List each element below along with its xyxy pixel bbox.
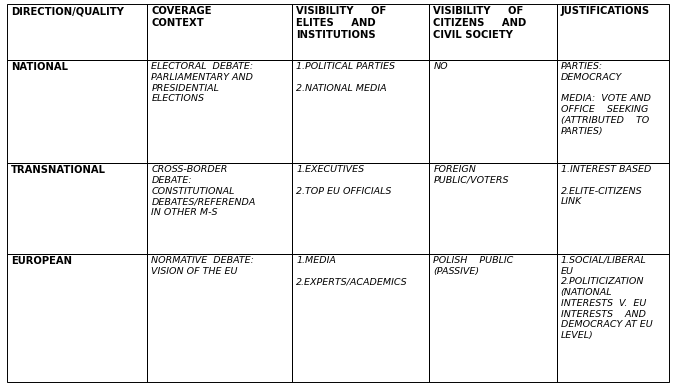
Text: POLISH    PUBLIC
(PASSIVE): POLISH PUBLIC (PASSIVE): [433, 256, 514, 276]
Text: ELECTORAL  DEBATE:
PARLIAMENTARY AND
PRESIDENTIAL
ELECTIONS: ELECTORAL DEBATE: PARLIAMENTARY AND PRES…: [151, 62, 254, 103]
Text: 1.POLITICAL PARTIES

2.NATIONAL MEDIA: 1.POLITICAL PARTIES 2.NATIONAL MEDIA: [296, 62, 395, 93]
Bar: [292, 254, 429, 382]
Text: CROSS-BORDER
DEBATE:
CONSTITUTIONAL
DEBATES/REFERENDA
IN OTHER M-S: CROSS-BORDER DEBATE: CONSTITUTIONAL DEBA…: [151, 165, 256, 217]
Bar: [556, 163, 669, 254]
Text: 1.MEDIA

2.EXPERTS/ACADEMICS: 1.MEDIA 2.EXPERTS/ACADEMICS: [296, 256, 408, 286]
Bar: [7, 60, 147, 163]
Bar: [292, 4, 429, 60]
Bar: [292, 163, 429, 254]
Text: 1.EXECUTIVES

2.TOP EU OFFICIALS: 1.EXECUTIVES 2.TOP EU OFFICIALS: [296, 165, 391, 196]
Text: COVERAGE
CONTEXT: COVERAGE CONTEXT: [151, 6, 212, 28]
Bar: [429, 4, 556, 60]
Text: PARTIES:
DEMOCRACY

MEDIA:  VOTE AND
OFFICE    SEEKING
(ATTRIBUTED    TO
PARTIES: PARTIES: DEMOCRACY MEDIA: VOTE AND OFFIC…: [560, 62, 651, 135]
Text: NORMATIVE  DEBATE:
VISION OF THE EU: NORMATIVE DEBATE: VISION OF THE EU: [151, 256, 254, 276]
Bar: [147, 254, 292, 382]
Text: TRANSNATIONAL: TRANSNATIONAL: [11, 165, 106, 175]
Bar: [429, 254, 556, 382]
Bar: [7, 254, 147, 382]
Bar: [556, 254, 669, 382]
Text: NATIONAL: NATIONAL: [11, 62, 68, 72]
Bar: [556, 4, 669, 60]
Bar: [147, 60, 292, 163]
Text: VISIBILITY     OF
ELITES     AND
INSTITUTIONS: VISIBILITY OF ELITES AND INSTITUTIONS: [296, 6, 387, 40]
Bar: [7, 163, 147, 254]
Text: NO: NO: [433, 62, 448, 71]
Bar: [147, 4, 292, 60]
Bar: [556, 60, 669, 163]
Text: 1.SOCIAL/LIBERAL
EU
2.POLITICIZATION
(NATIONAL
INTERESTS  V.  EU
INTERESTS    AN: 1.SOCIAL/LIBERAL EU 2.POLITICIZATION (NA…: [560, 256, 652, 340]
Bar: [292, 60, 429, 163]
Text: EUROPEAN: EUROPEAN: [11, 256, 72, 266]
Text: DIRECTION/QUALITY: DIRECTION/QUALITY: [11, 6, 124, 16]
Text: VISIBILITY     OF
CITIZENS     AND
CIVIL SOCIETY: VISIBILITY OF CITIZENS AND CIVIL SOCIETY: [433, 6, 527, 40]
Text: 1.INTEREST BASED

2.ELITE-CITIZENS
LINK: 1.INTEREST BASED 2.ELITE-CITIZENS LINK: [560, 165, 651, 206]
Bar: [147, 163, 292, 254]
Text: FOREIGN
PUBLIC/VOTERS: FOREIGN PUBLIC/VOTERS: [433, 165, 509, 185]
Bar: [429, 60, 556, 163]
Bar: [7, 4, 147, 60]
Text: JUSTIFICATIONS: JUSTIFICATIONS: [560, 6, 650, 16]
Bar: [429, 163, 556, 254]
